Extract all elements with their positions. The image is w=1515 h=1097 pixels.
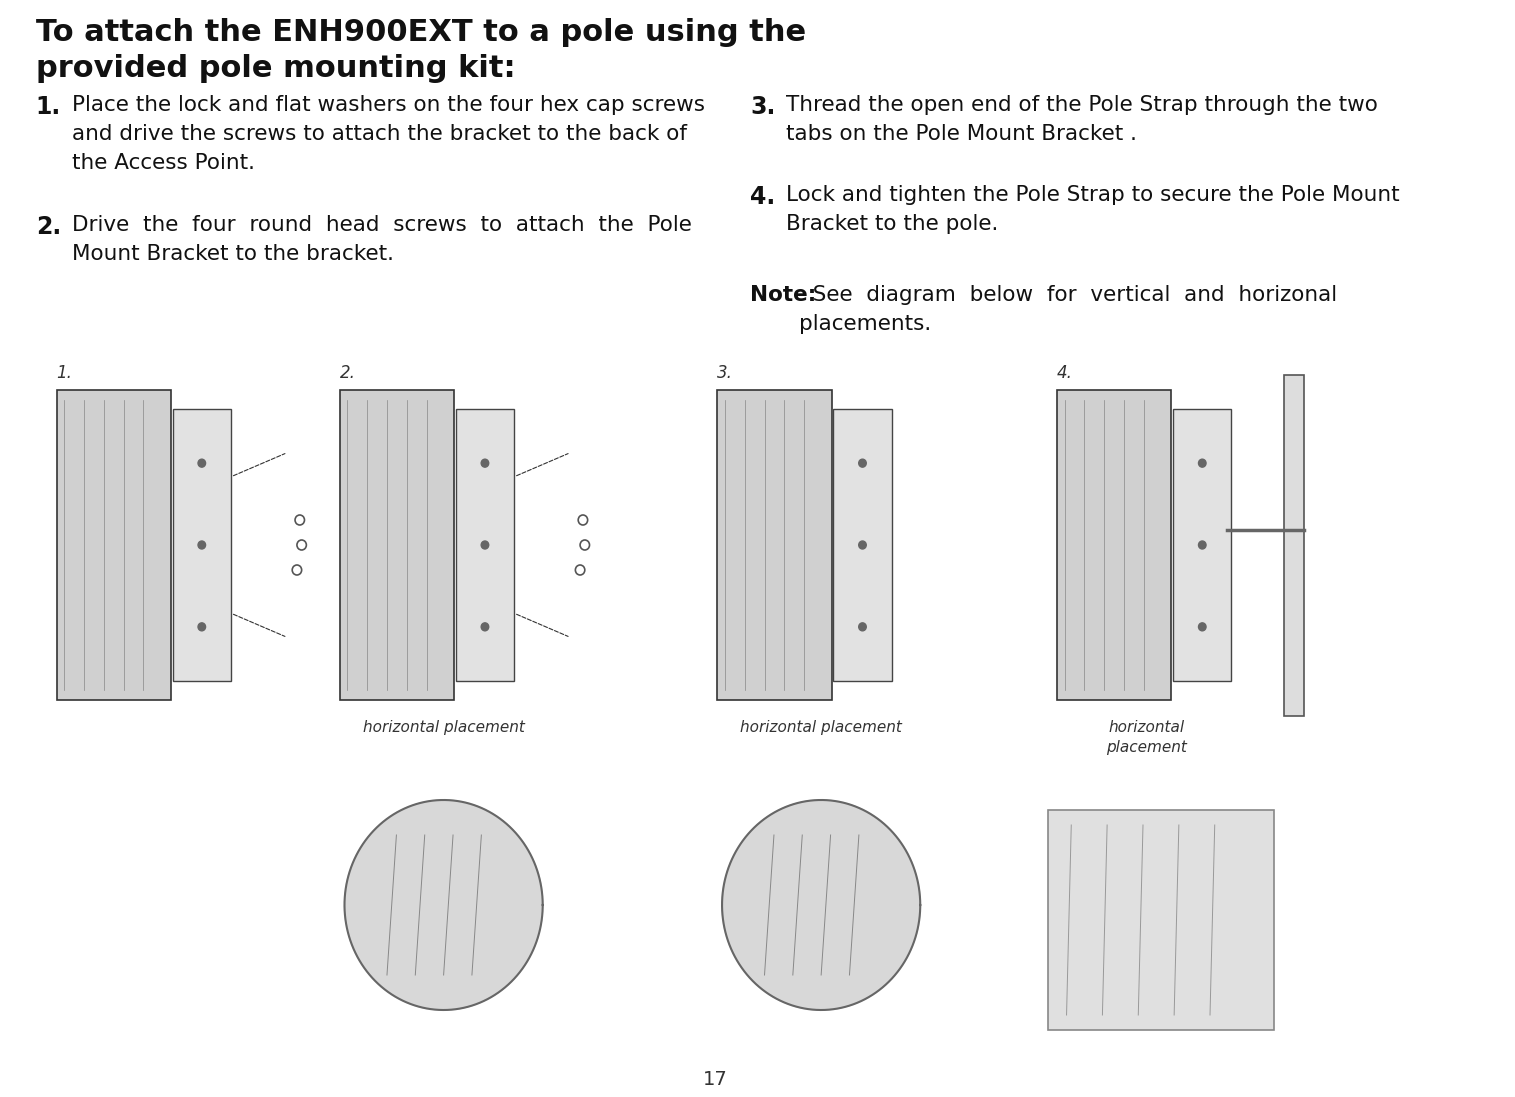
Bar xyxy=(339,391,454,700)
Text: 4.: 4. xyxy=(750,185,776,210)
Text: 1.: 1. xyxy=(36,95,61,118)
Text: horizontal placement: horizontal placement xyxy=(362,720,524,735)
Text: See  diagram  below  for  vertical  and  horizonal
placements.: See diagram below for vertical and horiz… xyxy=(800,285,1338,333)
Circle shape xyxy=(198,541,206,548)
Bar xyxy=(833,408,891,681)
Bar xyxy=(456,408,514,681)
Circle shape xyxy=(859,541,867,548)
Circle shape xyxy=(482,541,489,548)
Bar xyxy=(1173,408,1232,681)
Text: horizontal placement: horizontal placement xyxy=(741,720,901,735)
Text: 3.: 3. xyxy=(717,364,733,382)
Text: provided pole mounting kit:: provided pole mounting kit: xyxy=(36,54,515,83)
Circle shape xyxy=(198,460,206,467)
Circle shape xyxy=(1198,623,1206,631)
Text: 2.: 2. xyxy=(339,364,356,382)
Bar xyxy=(173,408,230,681)
Circle shape xyxy=(198,623,206,631)
Text: To attach the ENH900EXT to a pole using the: To attach the ENH900EXT to a pole using … xyxy=(36,18,806,47)
Text: Note:: Note: xyxy=(750,285,817,305)
Text: Drive  the  four  round  head  screws  to  attach  the  Pole
Mount Bracket to th: Drive the four round head screws to atta… xyxy=(71,215,692,263)
Text: Thread the open end of the Pole Strap through the two
tabs on the Pole Mount Bra: Thread the open end of the Pole Strap th… xyxy=(786,95,1379,144)
Circle shape xyxy=(859,623,867,631)
Bar xyxy=(1283,374,1304,715)
Text: 1.: 1. xyxy=(56,364,73,382)
Text: Lock and tighten the Pole Strap to secure the Pole Mount
Bracket to the pole.: Lock and tighten the Pole Strap to secur… xyxy=(786,185,1400,234)
Polygon shape xyxy=(344,800,542,1010)
Circle shape xyxy=(859,460,867,467)
Circle shape xyxy=(1198,460,1206,467)
Bar xyxy=(717,391,832,700)
Text: 17: 17 xyxy=(703,1070,727,1089)
Bar xyxy=(56,391,171,700)
Circle shape xyxy=(482,460,489,467)
Polygon shape xyxy=(723,800,920,1010)
Text: 4.: 4. xyxy=(1057,364,1073,382)
Text: 3.: 3. xyxy=(750,95,776,118)
Circle shape xyxy=(482,623,489,631)
Bar xyxy=(1048,810,1274,1030)
Bar xyxy=(1057,391,1171,700)
Text: horizontal
placement: horizontal placement xyxy=(1106,720,1188,755)
Text: Place the lock and flat washers on the four hex cap screws
and drive the screws : Place the lock and flat washers on the f… xyxy=(71,95,704,172)
Text: 2.: 2. xyxy=(36,215,61,239)
Circle shape xyxy=(1198,541,1206,548)
